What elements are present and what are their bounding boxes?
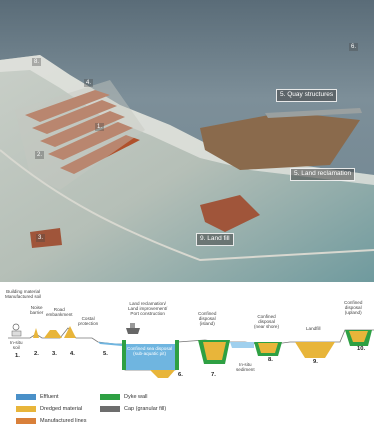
legend-cap-label: Cap (granular fill) — [124, 406, 167, 412]
xsec-confined-nearshore: Confined disposal (near shore) — [254, 314, 280, 330]
xsec-landfill: Landfill — [306, 326, 321, 331]
legend-manufactured-swatch — [16, 418, 36, 424]
quay-structure — [265, 108, 362, 118]
port-yard — [15, 80, 145, 190]
label-land-reclamation: 5. Land reclamation — [290, 168, 356, 181]
xsec-number-7: 7. — [211, 372, 216, 378]
label-6: 6. — [349, 43, 359, 51]
xsec-insitu-sediment: In-situ sediment — [236, 362, 255, 373]
upland-fill — [349, 331, 368, 342]
xsec-road-embankment: Road embankment — [46, 307, 73, 318]
legend-cap-swatch — [100, 406, 120, 412]
xsec-confined-island: Confined disposal (island) — [198, 311, 217, 327]
road-embankment-icon — [44, 330, 62, 338]
legend-dyke-wall-label: Dyke wall — [124, 394, 148, 400]
warehouse-rows — [25, 90, 140, 174]
nearshore-water — [230, 342, 254, 348]
label-8: 8. — [32, 58, 42, 66]
legend-dredged-label: Dredged material — [40, 406, 83, 412]
legend-effluent: Effluent — [16, 394, 59, 400]
aerial-render — [0, 0, 374, 282]
xsec-number-9: 9. — [313, 359, 318, 365]
nearshore-fill — [258, 343, 278, 353]
sea-water — [98, 342, 122, 346]
legend-dredged-swatch — [16, 406, 36, 412]
truck-icon — [11, 330, 22, 337]
label-quay-structures: 5. Quay structures — [276, 89, 338, 102]
xsec-subaquatic-pit: Confined sea disposal (sub-aquatic pit) — [127, 346, 173, 357]
subaquatic-pit-water — [125, 344, 177, 370]
legend-dredged-material: Dredged material — [16, 406, 82, 412]
xsec-number-2: 2. — [34, 351, 39, 357]
noise-barrier-icon — [33, 328, 39, 338]
xsec-coastal-protection: Costal protection — [78, 316, 99, 327]
legend-cap: Cap (granular fill) — [100, 406, 166, 412]
xsec-number-8: 8. — [268, 357, 273, 363]
dyke-wall-left — [122, 340, 126, 370]
xsec-insitu-soil: In-situ soil — [10, 340, 23, 351]
label-3: 3. — [36, 234, 46, 242]
legend-effluent-label: Effluent — [40, 394, 59, 400]
legend-dyke-wall-swatch — [100, 394, 120, 400]
xsec-number-10: 10. — [357, 346, 366, 352]
road — [0, 149, 374, 262]
xsec-number-5: 5. — [103, 351, 108, 357]
xsec-number-1: 1. — [15, 353, 20, 359]
landfill-area — [200, 195, 260, 232]
legend-manufactured-lines: Manufactured lines — [16, 418, 86, 424]
legend-manufactured-label: Manufactured lines — [40, 418, 87, 424]
label-4: 4. — [84, 79, 94, 87]
small-site-3 — [30, 228, 62, 248]
xsec-noise-barrier: Noise barrier — [30, 305, 44, 316]
label-1: 1. — [95, 123, 105, 131]
xsec-number-4: 4. — [70, 351, 75, 357]
landfill-pit — [295, 342, 335, 358]
label-2: 2. — [35, 151, 45, 159]
island-fill — [203, 342, 226, 360]
xsec-land-reclamation: Land reclamation/ Land improvement/ Port… — [128, 301, 168, 317]
xsec-number-6: 6. — [178, 372, 183, 378]
pit-6-dredged — [150, 370, 175, 378]
xsec-building-material: Building material Manufactured soil — [5, 289, 42, 300]
legend-dyke-wall: Dyke wall — [100, 394, 148, 400]
xsec-confined-upland: Confined disposal (upland) — [344, 300, 363, 316]
xsec-number-3: 3. — [52, 351, 57, 357]
cross-section-diagram — [8, 323, 374, 378]
ship-cabin — [130, 323, 135, 328]
dyke-wall-right — [175, 340, 179, 370]
ship-icon — [126, 328, 140, 334]
legend-effluent-swatch — [16, 394, 36, 400]
label-land-fill: 9. Land fill — [196, 233, 234, 246]
building-material-icon — [12, 323, 20, 331]
reclaimed-land-area — [200, 112, 360, 170]
coastal-protection-icon — [64, 326, 76, 338]
